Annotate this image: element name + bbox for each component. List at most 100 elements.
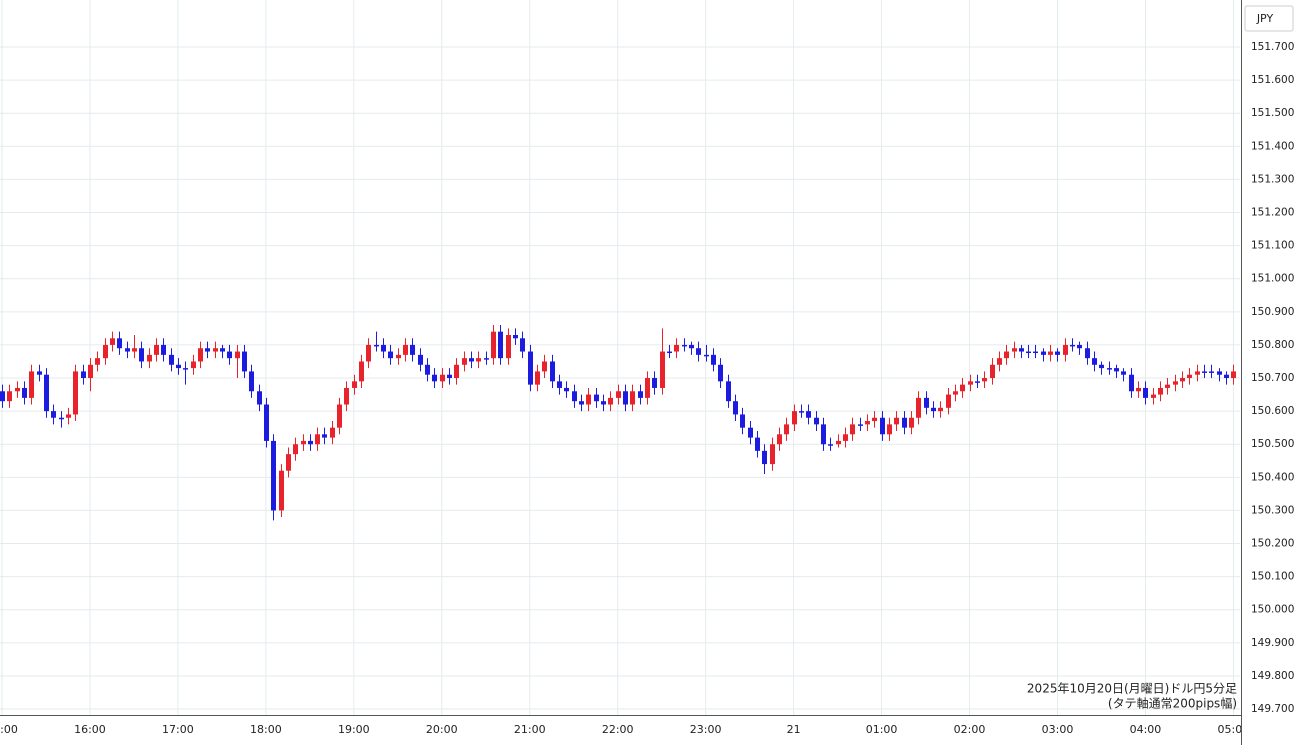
candle-body [1224,374,1229,379]
candle-body [916,397,921,418]
candle-body [638,391,643,398]
candle-body [359,361,364,382]
candle-body [1019,348,1024,352]
x-tick-label: 21:00 [514,723,546,736]
annotation: 2025年10月20日(月曜日)ドル円5分足 [1027,682,1237,696]
candle-body [1217,371,1222,375]
candle-body [308,440,313,445]
candle-body [520,338,525,352]
candle-body [344,387,349,405]
candle-body [161,344,166,355]
candle-body [733,401,738,415]
candle-body [132,348,137,352]
currency-label: JPY [1256,12,1274,25]
candle-body [814,417,819,425]
y-tick-label: 151.400 [1251,140,1294,152]
x-tick-label: 23:00 [690,723,722,736]
x-tick-label: 03:00 [1042,723,1074,736]
candle-body [198,348,203,362]
candle-body [674,344,679,352]
candle-body [286,454,291,471]
y-tick-label: 150.700 [1251,372,1294,384]
candle-body [1121,371,1126,375]
x-tick-label: 15:00 [0,723,18,736]
candle-body [616,391,621,398]
candle-body [865,421,870,425]
candle-body [748,427,753,438]
y-tick-label: 151.700 [1251,41,1294,53]
candle-body [388,351,393,359]
candle-body [1158,387,1163,395]
candle-body [117,338,122,349]
candle-body [777,434,782,445]
x-tick-label: 02:00 [954,723,986,736]
candle-body [1099,364,1104,369]
candle-body [484,358,489,360]
candle-body [66,414,71,418]
candle-body [1033,351,1038,354]
candle-body [95,358,100,365]
candle-body [22,387,27,398]
candle-body [762,450,767,465]
candle-body [689,344,694,349]
y-tick-label: 151.200 [1251,207,1294,219]
candle-body [147,354,152,362]
y-tick-label: 151.600 [1251,74,1294,86]
candle-body [550,361,555,382]
candle-body [594,394,599,402]
candle-body [44,374,49,412]
candle-body [821,424,826,445]
candle-body [491,331,496,359]
candle-body [579,401,584,405]
candle-body [337,404,342,428]
candle-body [257,391,262,405]
candle-body [557,381,562,388]
candle-body [1180,378,1185,382]
candle-body [1048,351,1053,355]
candle-body [1026,351,1031,354]
candle-body [440,374,445,382]
candle-body [975,381,980,383]
x-tick-label: 19:00 [338,723,370,736]
annotation: (タテ軸通常200pips幅) [1108,696,1237,711]
candle-body [704,354,709,357]
candle-body [506,334,511,359]
candle-body [235,351,240,359]
candle-body [872,417,877,422]
candle-body [645,378,650,398]
candle-body [1143,387,1148,398]
candle-body [1070,344,1075,347]
candle-body [0,391,5,402]
y-tick-label: 149.800 [1251,670,1294,682]
candle-body [1077,344,1082,349]
candle-body [1107,368,1112,370]
candle-body [81,371,86,379]
y-tick-label: 151.000 [1251,273,1294,285]
candle-body [718,364,723,382]
candle-body [51,411,56,418]
candle-body [902,417,907,428]
x-tick-label: 20:00 [426,723,458,736]
candle-body [205,348,210,352]
candle-body [667,351,672,354]
candle-body [73,371,78,415]
candle-body [279,470,284,511]
candle-body [1012,348,1017,352]
candle-body [315,434,320,445]
candle-body [682,344,687,347]
candle-body [37,371,42,375]
price-axis-panel [1242,0,1300,745]
candle-body [938,407,943,412]
candle-body [623,391,628,405]
candle-body [1187,374,1192,379]
candle-body [88,364,93,379]
candle-body [418,354,423,365]
candle-body [909,417,914,428]
x-tick-label: 17:00 [162,723,194,736]
candle-body [660,351,665,388]
candle-body [396,354,401,359]
candle-body [806,411,811,418]
candle-body [1129,374,1134,392]
candle-body [836,440,841,445]
